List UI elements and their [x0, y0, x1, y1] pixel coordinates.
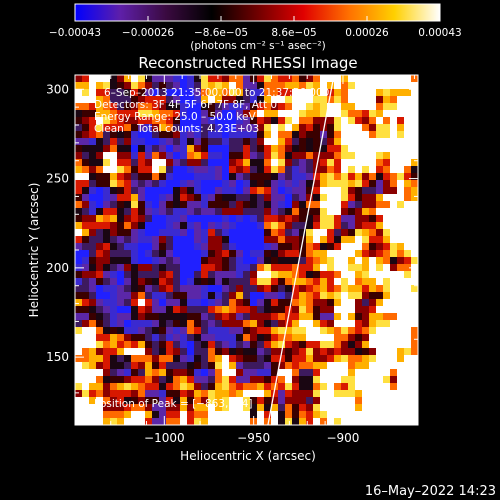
colorbar-tick-label: −8.6e−05	[194, 27, 248, 39]
annotation-energy-range: Energy Range: 25.0 – 50.0 keV	[94, 111, 256, 123]
x-tick-label: −1000	[144, 431, 185, 445]
peak-position-label: Position of Peak = [−863,224]	[94, 398, 253, 410]
x-tick-label: −900	[326, 431, 359, 445]
chart-title: Reconstructed RHESSI Image	[138, 54, 357, 72]
colorbar-tick-label: 0.00043	[418, 27, 461, 39]
y-tick-label: 200	[46, 261, 69, 275]
heatmap-cells	[75, 75, 418, 425]
annotation-block: 6–Sep–2013 21:35:00.000 to 21:37:56.000 …	[94, 87, 329, 135]
colorbar	[74, 3, 441, 22]
y-tick-label: 250	[46, 172, 69, 186]
x-tick-label: −950	[237, 431, 270, 445]
annotation-clean-counts: Clean Total counts: 4.23E+03	[94, 123, 259, 135]
solar-limb-line	[267, 74, 335, 426]
colorbar-tick-label: −0.00043	[49, 27, 101, 39]
y-axis-label: Heliocentric Y (arcsec)	[27, 183, 41, 318]
timestamp: 16–May–2022 14:23	[365, 484, 496, 499]
colorbar-ticks: −0.00043 −0.00026 −8.6e−05 8.6e−05 0.00026 0.…	[49, 16, 462, 39]
x-axis-label: Heliocentric X (arcsec)	[180, 449, 316, 463]
annotation-detectors: Detectors: 3F 4F 5F 6F 7F 8F, Att 0	[94, 99, 277, 111]
annotation-time-range: 6–Sep–2013 21:35:00.000 to 21:37:56.000	[104, 87, 329, 99]
colorbar-tick-label: −0.00026	[122, 27, 175, 39]
colorbar-tick-label: 8.6e−05	[271, 27, 316, 39]
heatmap-image	[75, 75, 418, 425]
axes: −1000 −950 −900 150 200 250 300	[46, 75, 418, 445]
y-tick-label: 150	[46, 350, 69, 364]
colorbar-unit-label: (photons cm⁻² s⁻¹ asec⁻²)	[190, 40, 325, 52]
colorbar-tick-label: 0.00026	[345, 27, 389, 39]
y-tick-label: 300	[46, 82, 69, 96]
